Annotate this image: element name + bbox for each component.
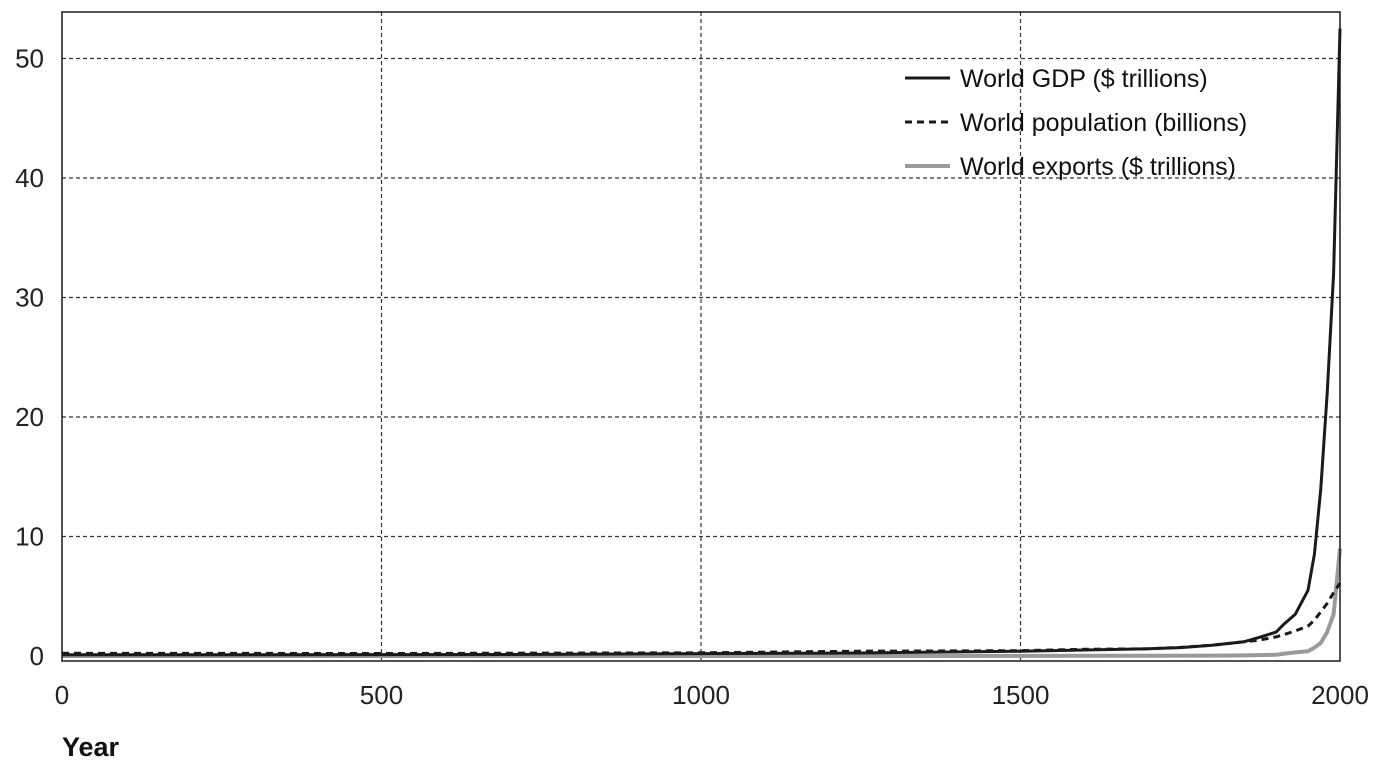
x-tick-labels: 0 500 1000 1500 2000 xyxy=(55,680,1369,710)
legend-label: World GDP ($ trillions) xyxy=(960,65,1208,93)
series-line-1 xyxy=(62,28,1342,657)
y-tick-label: 0 xyxy=(30,641,44,671)
y-tick-label: 50 xyxy=(15,44,44,74)
legend: World GDP ($ trillions) World population … xyxy=(905,65,1247,181)
legend-label: World exports ($ trillions) xyxy=(960,153,1236,181)
x-tick-label: 1000 xyxy=(672,680,730,710)
x-tick-label: 2000 xyxy=(1311,680,1369,710)
plot-frame xyxy=(61,11,1341,662)
x-tick-label: 500 xyxy=(360,680,403,710)
y-tick-label: 20 xyxy=(15,402,44,432)
grid xyxy=(62,12,1340,661)
series-line-3 xyxy=(62,548,1342,658)
legend-label: World population (billions) xyxy=(960,109,1247,137)
x-tick-label: 1500 xyxy=(992,680,1050,710)
y-tick-label: 30 xyxy=(15,283,44,313)
x-tick-label: 0 xyxy=(55,680,69,710)
y-tick-label: 40 xyxy=(15,163,44,193)
y-tick-label: 10 xyxy=(15,522,44,552)
x-axis-label: Year xyxy=(62,732,120,762)
series-layer xyxy=(61,28,1342,658)
y-tick-labels: 0 10 20 30 40 50 xyxy=(15,44,44,672)
